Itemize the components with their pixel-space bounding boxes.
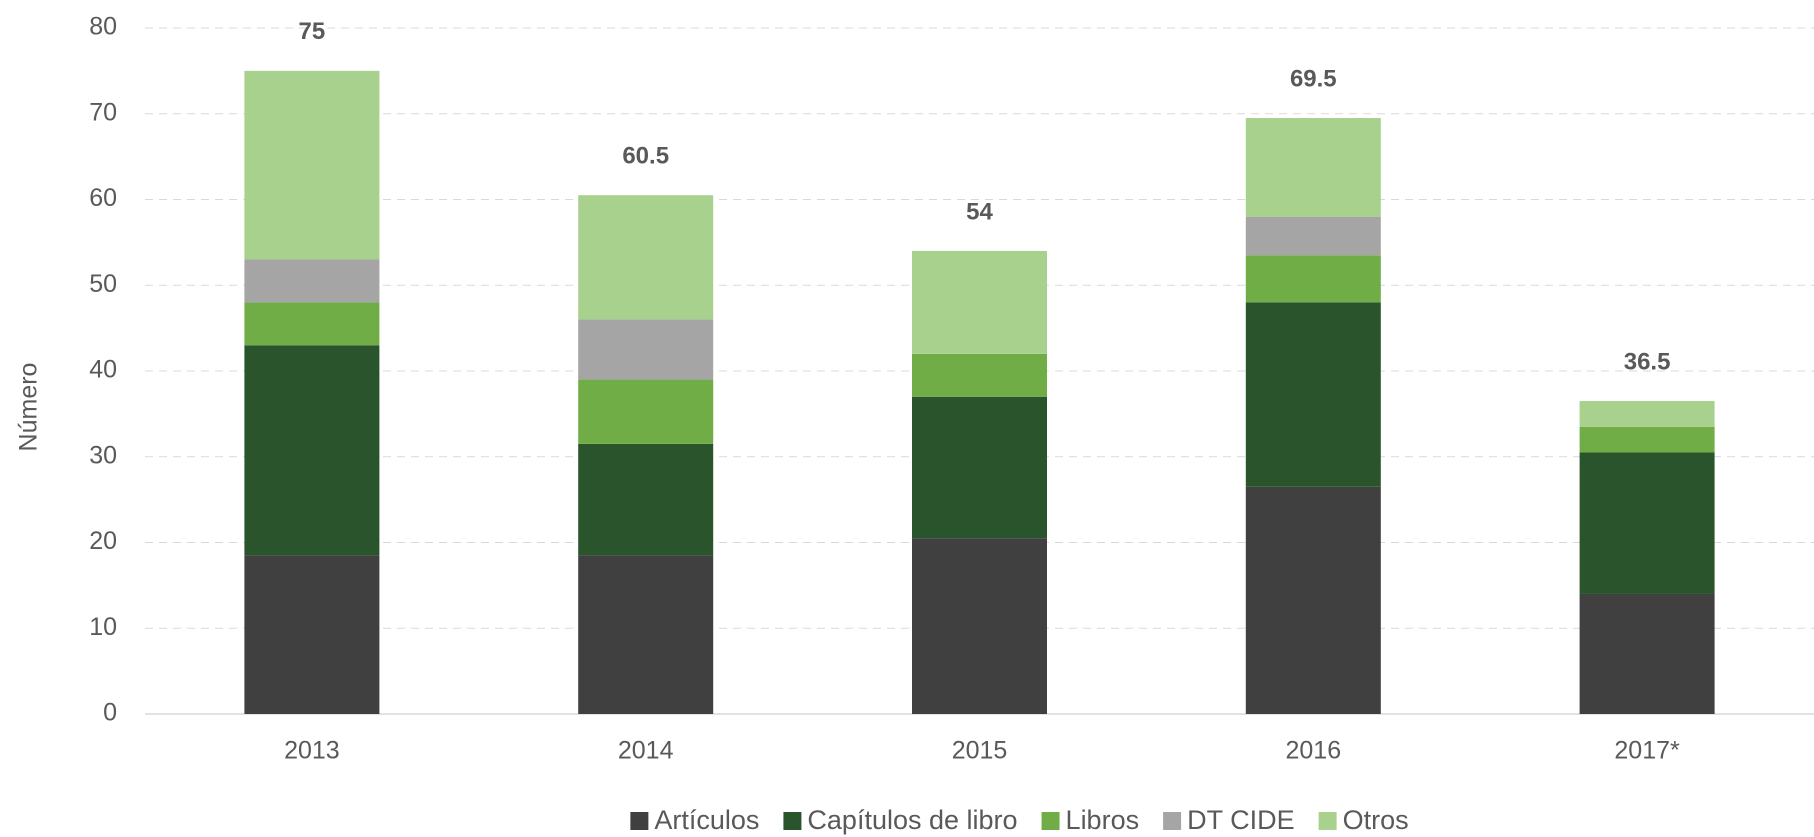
bar-segment bbox=[912, 538, 1047, 714]
y-tick-label: 30 bbox=[89, 441, 117, 469]
bar-segment bbox=[1245, 118, 1381, 217]
y-tick-label: 50 bbox=[89, 270, 117, 298]
y-axis-label: Número bbox=[15, 363, 43, 452]
x-tick-label: 2013 bbox=[284, 737, 340, 765]
y-tick-label: 80 bbox=[89, 13, 117, 41]
total-label: 36.5 bbox=[1624, 348, 1671, 375]
bar-segment bbox=[578, 443, 714, 556]
bar-segment bbox=[244, 259, 380, 303]
y-tick-label: 40 bbox=[89, 356, 117, 384]
legend-label: Artículos bbox=[654, 805, 759, 835]
bar-segment bbox=[1579, 593, 1715, 714]
bar-segment bbox=[578, 379, 714, 444]
x-tick-label: 2016 bbox=[1285, 737, 1341, 765]
total-label: 69.5 bbox=[1290, 65, 1337, 92]
bar-segment bbox=[578, 195, 714, 320]
bar-segment bbox=[1245, 486, 1381, 714]
y-tick-label: 70 bbox=[89, 98, 117, 126]
bar-segment bbox=[1579, 401, 1715, 427]
bar-segment bbox=[912, 353, 1047, 397]
bar-segment bbox=[1245, 216, 1381, 256]
y-tick-label: 20 bbox=[89, 527, 117, 555]
bar-segment bbox=[244, 555, 380, 714]
x-tick-label: 2017* bbox=[1614, 737, 1680, 765]
bar-segment bbox=[244, 302, 380, 346]
bar-segment bbox=[578, 555, 714, 714]
total-label: 75 bbox=[299, 18, 326, 45]
bar-segment bbox=[1245, 302, 1381, 487]
bar-segment bbox=[244, 345, 380, 556]
x-tick-label: 2015 bbox=[952, 737, 1008, 765]
x-tick-label: 2014 bbox=[618, 737, 674, 765]
bar-segment bbox=[244, 70, 380, 260]
legend-swatch bbox=[1163, 812, 1182, 830]
bar-segment bbox=[1579, 452, 1715, 594]
legend-label: Capítulos de libro bbox=[807, 805, 1017, 835]
legend-label: DT CIDE bbox=[1187, 805, 1295, 835]
legend-label: Libros bbox=[1066, 805, 1140, 835]
y-tick-label: 60 bbox=[89, 184, 117, 212]
legend-swatch bbox=[630, 812, 649, 830]
bar-segment bbox=[912, 250, 1047, 354]
total-label: 60.5 bbox=[622, 143, 669, 170]
legend-swatch bbox=[1041, 812, 1060, 830]
total-label: 54 bbox=[966, 198, 993, 225]
legend-swatch bbox=[1318, 812, 1337, 830]
bar-segment bbox=[1245, 255, 1381, 303]
y-tick-label: 10 bbox=[89, 613, 117, 641]
bar-segment bbox=[1579, 426, 1715, 453]
bar-segment bbox=[912, 396, 1047, 539]
bar-segment bbox=[578, 319, 714, 380]
y-tick-label: 0 bbox=[103, 699, 117, 727]
legend-label: Otros bbox=[1343, 805, 1409, 835]
legend-swatch bbox=[783, 812, 802, 830]
